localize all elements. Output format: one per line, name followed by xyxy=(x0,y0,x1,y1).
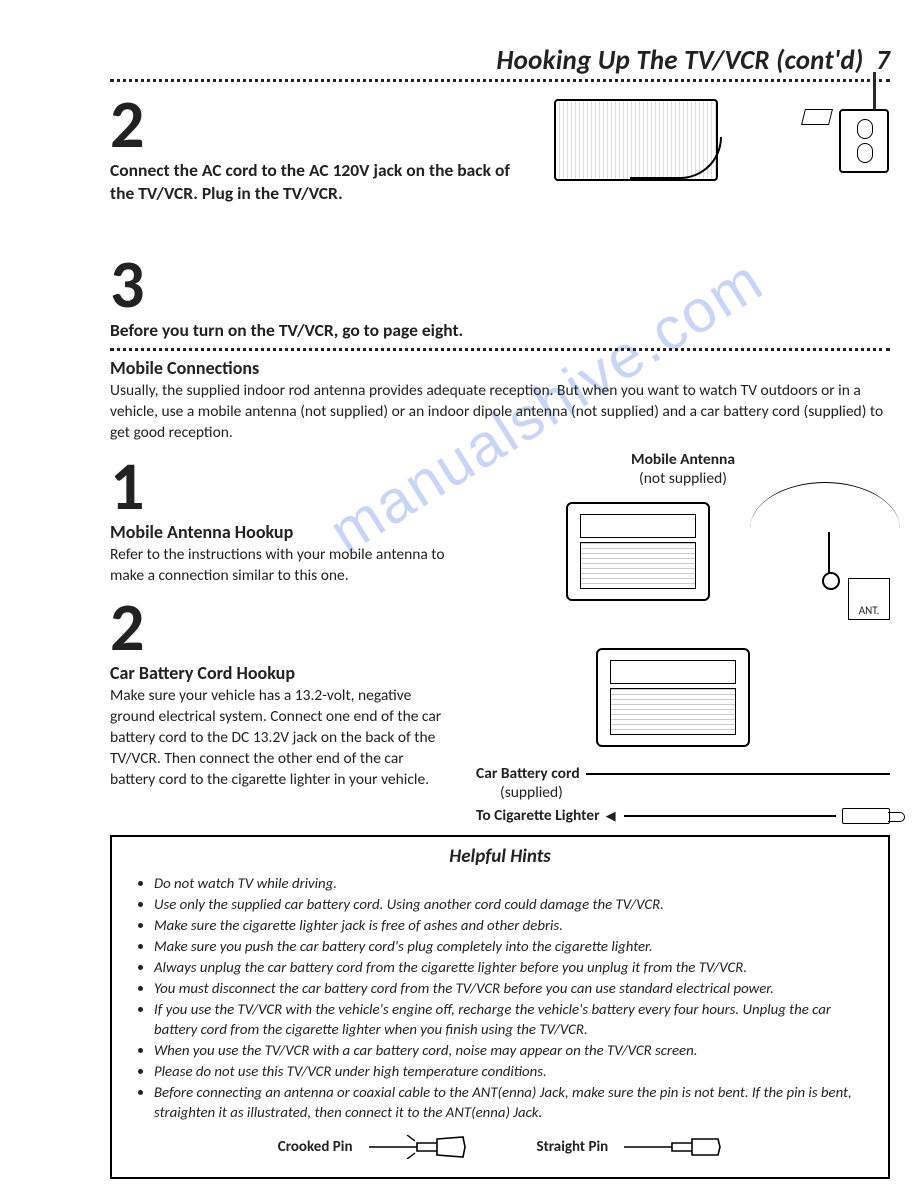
car-cord-supplied: (supplied) xyxy=(500,783,890,802)
sub-2-body: Make sure your vehicle has a 13.2-volt, … xyxy=(110,686,450,791)
t: TV/VCR. xyxy=(138,182,198,204)
sub-1-body: Refer to the instructions with your mobi… xyxy=(110,545,450,587)
tv-back-icon xyxy=(596,648,750,747)
step-2-figure xyxy=(553,88,890,220)
mobile-connections-body: Usually, the supplied indoor rod antenna… xyxy=(110,381,890,444)
t: To Cigarette Lighter xyxy=(476,806,600,825)
t: Straight Pin xyxy=(537,1138,609,1156)
cigarette-plug-icon xyxy=(842,808,890,824)
car-battery-figure xyxy=(476,648,890,768)
crooked-pin-icon xyxy=(367,1135,467,1159)
page-number: 7 xyxy=(876,44,890,77)
step-2: 2 Connect the AC cord to the AC 120V jac… xyxy=(110,88,890,220)
sub-1-heading: Mobile Antenna Hookup xyxy=(110,521,450,543)
crooked-pin: Crooked Pin xyxy=(278,1135,467,1159)
t: AC cord to the AC 120V xyxy=(202,159,370,181)
hint-item: Do not watch TV while driving. xyxy=(154,874,868,894)
t: Crooked Pin xyxy=(278,1138,353,1156)
page-title: Hooking Up The TV/VCR (cont'd) 7 xyxy=(110,44,890,77)
t: ANT. xyxy=(859,604,880,617)
t: (not supplied) xyxy=(639,469,727,488)
hint-item: Use only the supplied car battery cord. … xyxy=(154,895,868,915)
tv-unit-icon xyxy=(566,502,710,601)
rule-mid xyxy=(110,348,890,351)
t: Before you turn on the xyxy=(110,319,279,341)
t: Plug in the xyxy=(198,182,283,204)
t: Mobile Antenna xyxy=(631,450,735,469)
plug-icon xyxy=(801,109,833,125)
helpful-hints-title: Helpful Hints xyxy=(132,845,868,868)
mobile-hookup-row: 1 Mobile Antenna Hookup Refer to the ins… xyxy=(110,450,890,826)
rule-top xyxy=(110,79,890,82)
hint-item: If you use the TV/VCR with the vehicle's… xyxy=(154,1000,868,1040)
t: (supplied) xyxy=(500,783,563,802)
hint-item: When you use the TV/VCR with a car batte… xyxy=(154,1041,868,1061)
helpful-hints-list: Do not watch TV while driving. Use only … xyxy=(132,874,868,1123)
t: TV/VCR. xyxy=(283,182,343,204)
step-3-text: Before you turn on the TV/VCR, go to pag… xyxy=(110,319,890,342)
t: go to page eight. xyxy=(338,319,463,341)
to-cigarette-lighter-row: To Cigarette Lighter xyxy=(476,806,890,825)
hint-item: Please do not use this TV/VCR under high… xyxy=(154,1062,868,1082)
hint-item: Before connecting an antenna or coaxial … xyxy=(154,1083,868,1123)
helpful-hints-box: Helpful Hints Do not watch TV while driv… xyxy=(110,835,890,1179)
sub-1-number: 1 xyxy=(110,456,450,517)
hint-item: Make sure the cigarette lighter jack is … xyxy=(154,916,868,936)
sub-2-number: 2 xyxy=(110,597,450,658)
mobile-connections-heading: Mobile Connections xyxy=(110,357,890,379)
t: TV/VCR, xyxy=(279,319,338,341)
step-2-text: Connect the AC cord to the AC 120V jack … xyxy=(110,159,527,205)
cord-line-icon xyxy=(624,815,836,817)
antenna-curve-icon xyxy=(750,482,900,543)
cord-line-icon xyxy=(586,773,890,775)
sub-2-heading: Car Battery Cord Hookup xyxy=(110,662,450,684)
pin-illustration-row: Crooked Pin Straight Pin xyxy=(132,1135,868,1159)
t: Connect the xyxy=(110,159,202,181)
hint-item: Make sure you push the car battery cord'… xyxy=(154,937,868,957)
page-title-text: Hooking Up The TV/VCR (cont'd) xyxy=(496,44,863,77)
vcr-back-icon xyxy=(554,99,718,181)
step-2-number: 2 xyxy=(110,94,527,155)
arrow-left-icon xyxy=(606,806,618,825)
step-3-number: 3 xyxy=(110,254,890,315)
hint-item: Always unplug the car battery cord from … xyxy=(154,958,868,978)
hint-item: You must disconnect the car battery cord… xyxy=(154,979,868,999)
straight-pin: Straight Pin xyxy=(537,1135,723,1159)
antenna-tip-icon xyxy=(828,532,830,578)
straight-pin-icon xyxy=(622,1135,722,1159)
wall-outlet-icon xyxy=(839,109,889,173)
ant-jack-icon: ANT. xyxy=(848,578,890,620)
mobile-antenna-figure: ANT. xyxy=(476,492,890,642)
